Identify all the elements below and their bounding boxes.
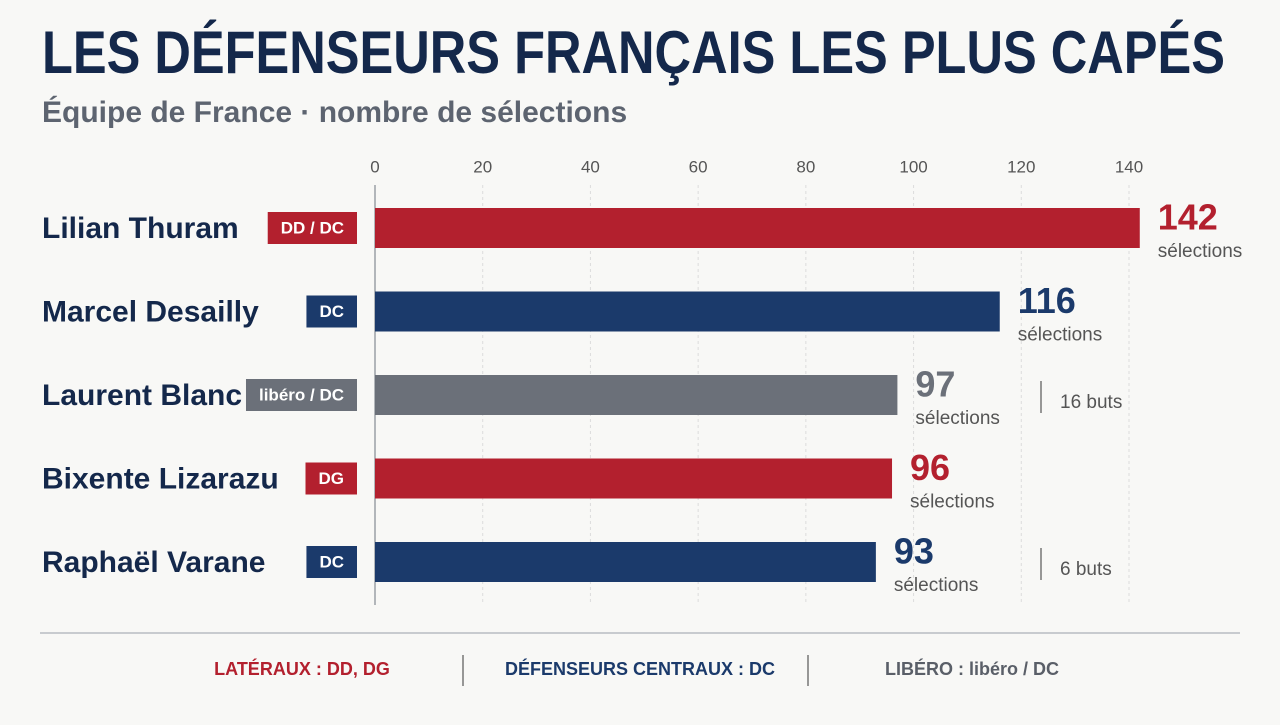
value-label: 97 (915, 364, 955, 405)
position-badge-label: DD / DC (281, 218, 344, 237)
value-label: 96 (910, 447, 950, 488)
value-unit: sélections (910, 492, 995, 513)
position-badge-label: DC (319, 302, 344, 321)
x-tick-label: 0 (370, 157, 379, 176)
x-tick-label: 40 (581, 157, 600, 176)
legend-label: DÉFENSEURS CENTRAUX : DC (505, 658, 775, 679)
chart-subtitle: Équipe de France · nombre de sélections (42, 95, 627, 129)
value-label: 116 (1018, 280, 1076, 321)
bar (375, 375, 898, 415)
chart-title: LES DÉFENSEURS FRANÇAIS LES PLUS CAPÉS (42, 19, 1225, 86)
y-tick-label: Marcel Desailly (42, 295, 259, 328)
bar (375, 542, 876, 582)
x-tick-label: 20 (473, 157, 492, 176)
position-badge-label: DC (319, 552, 344, 571)
note: 6 buts (1060, 559, 1112, 580)
value-unit: sélections (1158, 241, 1243, 262)
position-badge-label: libéro / DC (259, 385, 344, 404)
y-tick-label: Lilian Thuram (42, 212, 239, 245)
y-tick-label: Laurent Blanc (42, 379, 242, 412)
position-badge (306, 295, 357, 328)
value-unit: sélections (915, 408, 1000, 429)
value-unit: sélections (1018, 325, 1103, 346)
x-tick-label: 100 (899, 157, 927, 176)
x-tick-label: 120 (1007, 157, 1035, 176)
bar (375, 208, 1140, 248)
legend-label: LIBÉRO : libéro / DC (885, 658, 1059, 679)
bar (375, 291, 1000, 332)
bar (375, 458, 893, 499)
x-tick-label: 80 (796, 157, 815, 176)
value-label: 142 (1158, 197, 1218, 238)
position-badge (305, 462, 357, 495)
note: 16 buts (1060, 392, 1122, 413)
legend-label: LATÉRAUX : DD, DG (214, 658, 390, 679)
y-tick-label: Bixente Lizarazu (42, 462, 279, 495)
x-tick-label: 140 (1115, 157, 1143, 176)
position-badge (245, 379, 357, 411)
y-tick-label: Raphaël Varane (42, 546, 265, 579)
value-label: 93 (894, 531, 934, 572)
position-badge (306, 546, 357, 578)
position-badge-label: DG (319, 469, 345, 488)
position-badge (267, 212, 357, 244)
value-unit: sélections (894, 575, 979, 596)
x-tick-label: 60 (689, 157, 708, 176)
